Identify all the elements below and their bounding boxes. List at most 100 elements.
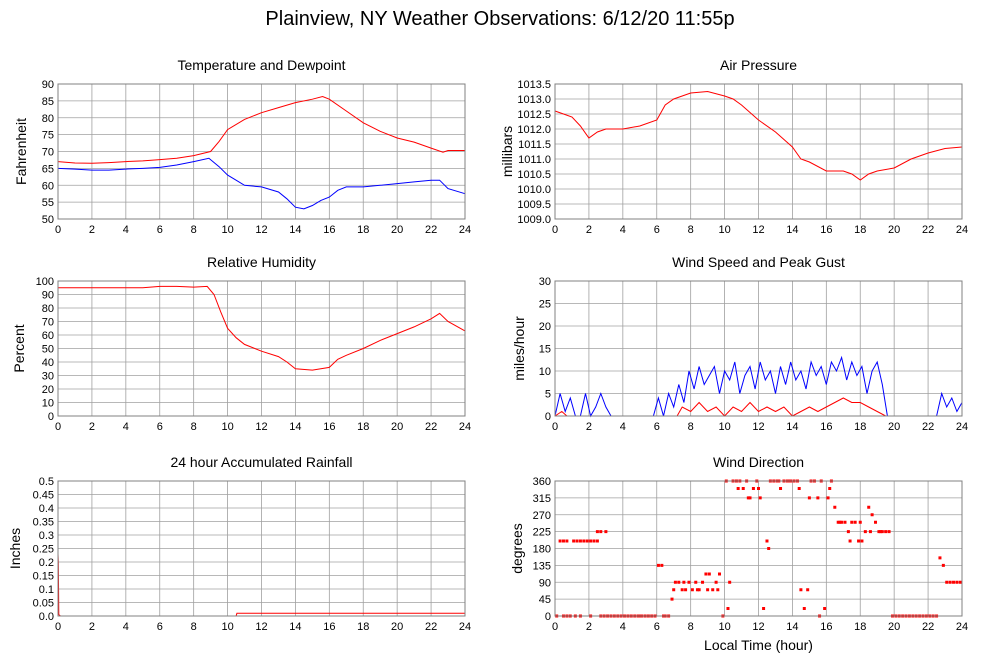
data-point: [714, 580, 718, 584]
x-tick-label: 18: [854, 421, 866, 433]
x-tick-label: 8: [688, 621, 694, 633]
data-point: [717, 572, 721, 576]
data-point: [843, 520, 847, 524]
y-axis-label: Percent: [11, 324, 27, 372]
y-tick-label: 25: [539, 299, 551, 311]
data-point: [877, 530, 881, 534]
x-tick-label: 0: [552, 224, 558, 236]
data-point: [673, 580, 677, 584]
x-tick-label: 14: [289, 421, 301, 433]
x-tick-label: 8: [191, 224, 197, 236]
x-tick-label: 24: [459, 621, 471, 633]
data-point: [604, 530, 608, 534]
x-tick-label: 22: [922, 421, 934, 433]
chart-title: Temperature and Dewpoint: [177, 57, 345, 73]
y-tick-label: 0.15: [33, 571, 54, 583]
x-tick-label: 8: [688, 421, 694, 433]
plot-frame: [554, 480, 963, 617]
data-point: [838, 520, 842, 524]
data-point: [867, 505, 871, 509]
x-tick-label: 10: [718, 621, 730, 633]
y-tick-label: 0.05: [33, 598, 54, 610]
data-point: [857, 539, 861, 543]
x-tick-label: 2: [586, 621, 592, 633]
data-point: [848, 539, 852, 543]
data-point: [952, 580, 956, 584]
data-point: [736, 487, 740, 490]
data-point: [595, 530, 599, 534]
data-point: [850, 520, 854, 524]
data-point: [767, 547, 771, 550]
plot-frame: [57, 83, 466, 220]
data-point: [823, 607, 827, 610]
y-tick-label: 180: [533, 544, 551, 556]
y-tick-label: 75: [42, 130, 54, 142]
x-tick-label: 24: [459, 224, 471, 236]
x-tick-label: 10: [718, 421, 730, 433]
x-tick-label: 6: [654, 224, 660, 236]
y-tick-label: 1011.5: [518, 139, 551, 151]
x-tick-label: 22: [922, 621, 934, 633]
x-tick-label: 4: [620, 621, 626, 633]
data-point: [585, 539, 589, 543]
data-point: [938, 556, 942, 560]
data-point: [955, 580, 959, 584]
y-tick-label: 90: [539, 577, 551, 589]
x-tick-label: 18: [854, 621, 866, 633]
y-tick-label: 360: [533, 476, 551, 488]
y-tick-label: 15: [539, 344, 551, 356]
y-tick-label: 55: [42, 197, 54, 209]
x-tick-label: 22: [922, 224, 934, 236]
x-tick-label: 6: [157, 621, 163, 633]
data-point: [697, 588, 701, 592]
y-tick-label: 10: [539, 366, 551, 378]
y-tick-label: 70: [42, 317, 54, 329]
x-tick-label: 20: [391, 621, 403, 633]
data-point: [880, 530, 884, 534]
x-tick-label: 20: [888, 224, 900, 236]
x-tick-label: 2: [89, 421, 95, 433]
chart-title: Air Pressure: [720, 57, 797, 73]
y-tick-label: 0: [545, 411, 551, 423]
x-tick-label: 16: [323, 421, 335, 433]
data-point: [695, 588, 699, 592]
x-tick-label: 2: [586, 421, 592, 433]
data-point: [672, 588, 676, 592]
data-point: [687, 580, 691, 584]
y-tick-label: 1009.0: [517, 214, 551, 226]
x-tick-label: 24: [956, 621, 968, 633]
y-tick-label: 20: [42, 384, 54, 396]
data-point: [836, 520, 840, 524]
x-tick-label: 14: [786, 621, 798, 633]
x-tick-label: 6: [157, 421, 163, 433]
y-tick-label: 270: [533, 510, 551, 522]
x-tick-label: 4: [123, 224, 129, 236]
y-tick-label: 0: [545, 611, 551, 623]
y-tick-label: 30: [539, 276, 551, 288]
y-tick-label: 0.5: [39, 476, 54, 488]
data-point: [833, 505, 837, 509]
x-tick-label: 2: [89, 621, 95, 633]
x-tick-label: 14: [786, 224, 798, 236]
series-line-1: [554, 90, 963, 181]
y-tick-label: 70: [42, 147, 54, 159]
data-point: [948, 580, 952, 584]
x-tick-label: 18: [854, 224, 866, 236]
data-point: [758, 496, 762, 500]
y-tick-label: 0.1: [39, 584, 54, 596]
y-tick-label: 1010.0: [517, 184, 551, 196]
y-tick-label: 5: [545, 389, 551, 401]
data-point: [816, 496, 820, 500]
series-line-1: [58, 285, 466, 371]
y-tick-label: 1009.5: [517, 199, 551, 211]
x-tick-label: 20: [391, 421, 403, 433]
x-tick-label: 24: [956, 421, 968, 433]
data-point: [707, 572, 711, 576]
data-point: [684, 588, 688, 592]
x-tick-label: 12: [255, 224, 267, 236]
plot-frame: [554, 280, 963, 417]
data-point: [575, 539, 579, 543]
data-point: [682, 580, 686, 584]
x-tick-label: 10: [221, 224, 233, 236]
